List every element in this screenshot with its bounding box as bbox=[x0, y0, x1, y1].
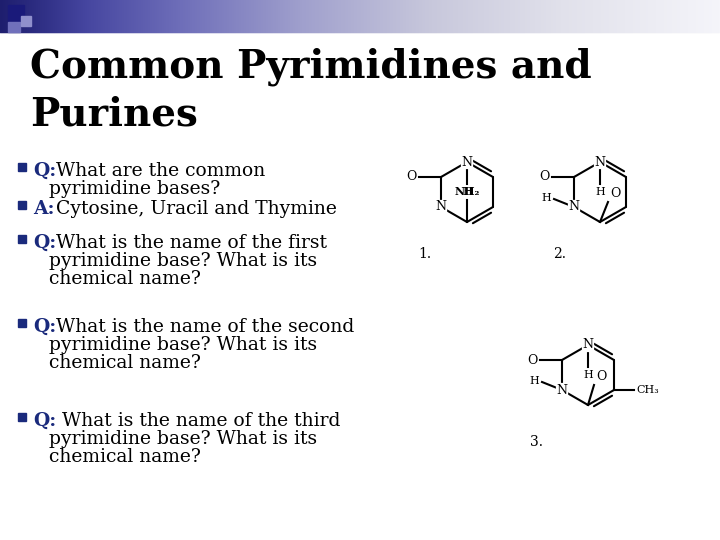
Text: Q:: Q: bbox=[33, 318, 56, 336]
Text: Common Pyrimidines and: Common Pyrimidines and bbox=[30, 48, 592, 86]
Text: H: H bbox=[583, 370, 593, 380]
Text: What is the name of the third: What is the name of the third bbox=[50, 412, 341, 430]
Text: H: H bbox=[541, 193, 551, 203]
Text: chemical name?: chemical name? bbox=[49, 448, 201, 466]
Text: O: O bbox=[610, 187, 621, 200]
Text: What is the name of the second: What is the name of the second bbox=[50, 318, 354, 336]
Text: CH₃: CH₃ bbox=[636, 385, 659, 395]
Text: Q:: Q: bbox=[33, 162, 56, 180]
Text: What is the name of the first: What is the name of the first bbox=[50, 234, 327, 252]
Text: pyrimidine base? What is its: pyrimidine base? What is its bbox=[49, 336, 317, 354]
Text: Purines: Purines bbox=[30, 95, 198, 133]
Bar bbox=[8, 5, 24, 21]
Bar bbox=[8, 22, 20, 32]
Text: 2.: 2. bbox=[553, 247, 566, 261]
Bar bbox=[18, 201, 26, 209]
Bar bbox=[21, 16, 31, 26]
Text: N: N bbox=[569, 200, 580, 213]
Text: 3.: 3. bbox=[530, 435, 543, 449]
Text: N: N bbox=[582, 339, 593, 352]
Text: pyrimidine bases?: pyrimidine bases? bbox=[49, 180, 220, 198]
Text: N: N bbox=[595, 156, 606, 168]
Bar bbox=[18, 319, 26, 327]
Bar bbox=[18, 235, 26, 243]
Text: H: H bbox=[595, 187, 605, 197]
Text: chemical name?: chemical name? bbox=[49, 354, 201, 372]
Text: pyrimidine base? What is its: pyrimidine base? What is its bbox=[49, 252, 317, 270]
Text: Q:: Q: bbox=[33, 234, 56, 252]
Text: N: N bbox=[436, 200, 446, 213]
Text: A:: A: bbox=[33, 200, 55, 218]
Text: Cytosine, Uracil and Thymine: Cytosine, Uracil and Thymine bbox=[50, 200, 337, 218]
Text: O: O bbox=[407, 171, 417, 184]
Text: O: O bbox=[540, 171, 550, 184]
Text: pyrimidine base? What is its: pyrimidine base? What is its bbox=[49, 430, 317, 448]
Text: What are the common: What are the common bbox=[50, 162, 265, 180]
Text: Q:: Q: bbox=[33, 412, 56, 430]
Text: O: O bbox=[528, 354, 538, 367]
Text: NH₂: NH₂ bbox=[454, 186, 480, 197]
Text: H: H bbox=[462, 187, 472, 197]
Text: chemical name?: chemical name? bbox=[49, 270, 201, 288]
Text: H: H bbox=[529, 376, 539, 386]
Bar bbox=[18, 163, 26, 171]
Text: N: N bbox=[557, 383, 567, 396]
Text: 1.: 1. bbox=[418, 247, 431, 261]
Text: N: N bbox=[462, 156, 472, 168]
Text: O: O bbox=[596, 370, 606, 383]
Bar bbox=[18, 413, 26, 421]
